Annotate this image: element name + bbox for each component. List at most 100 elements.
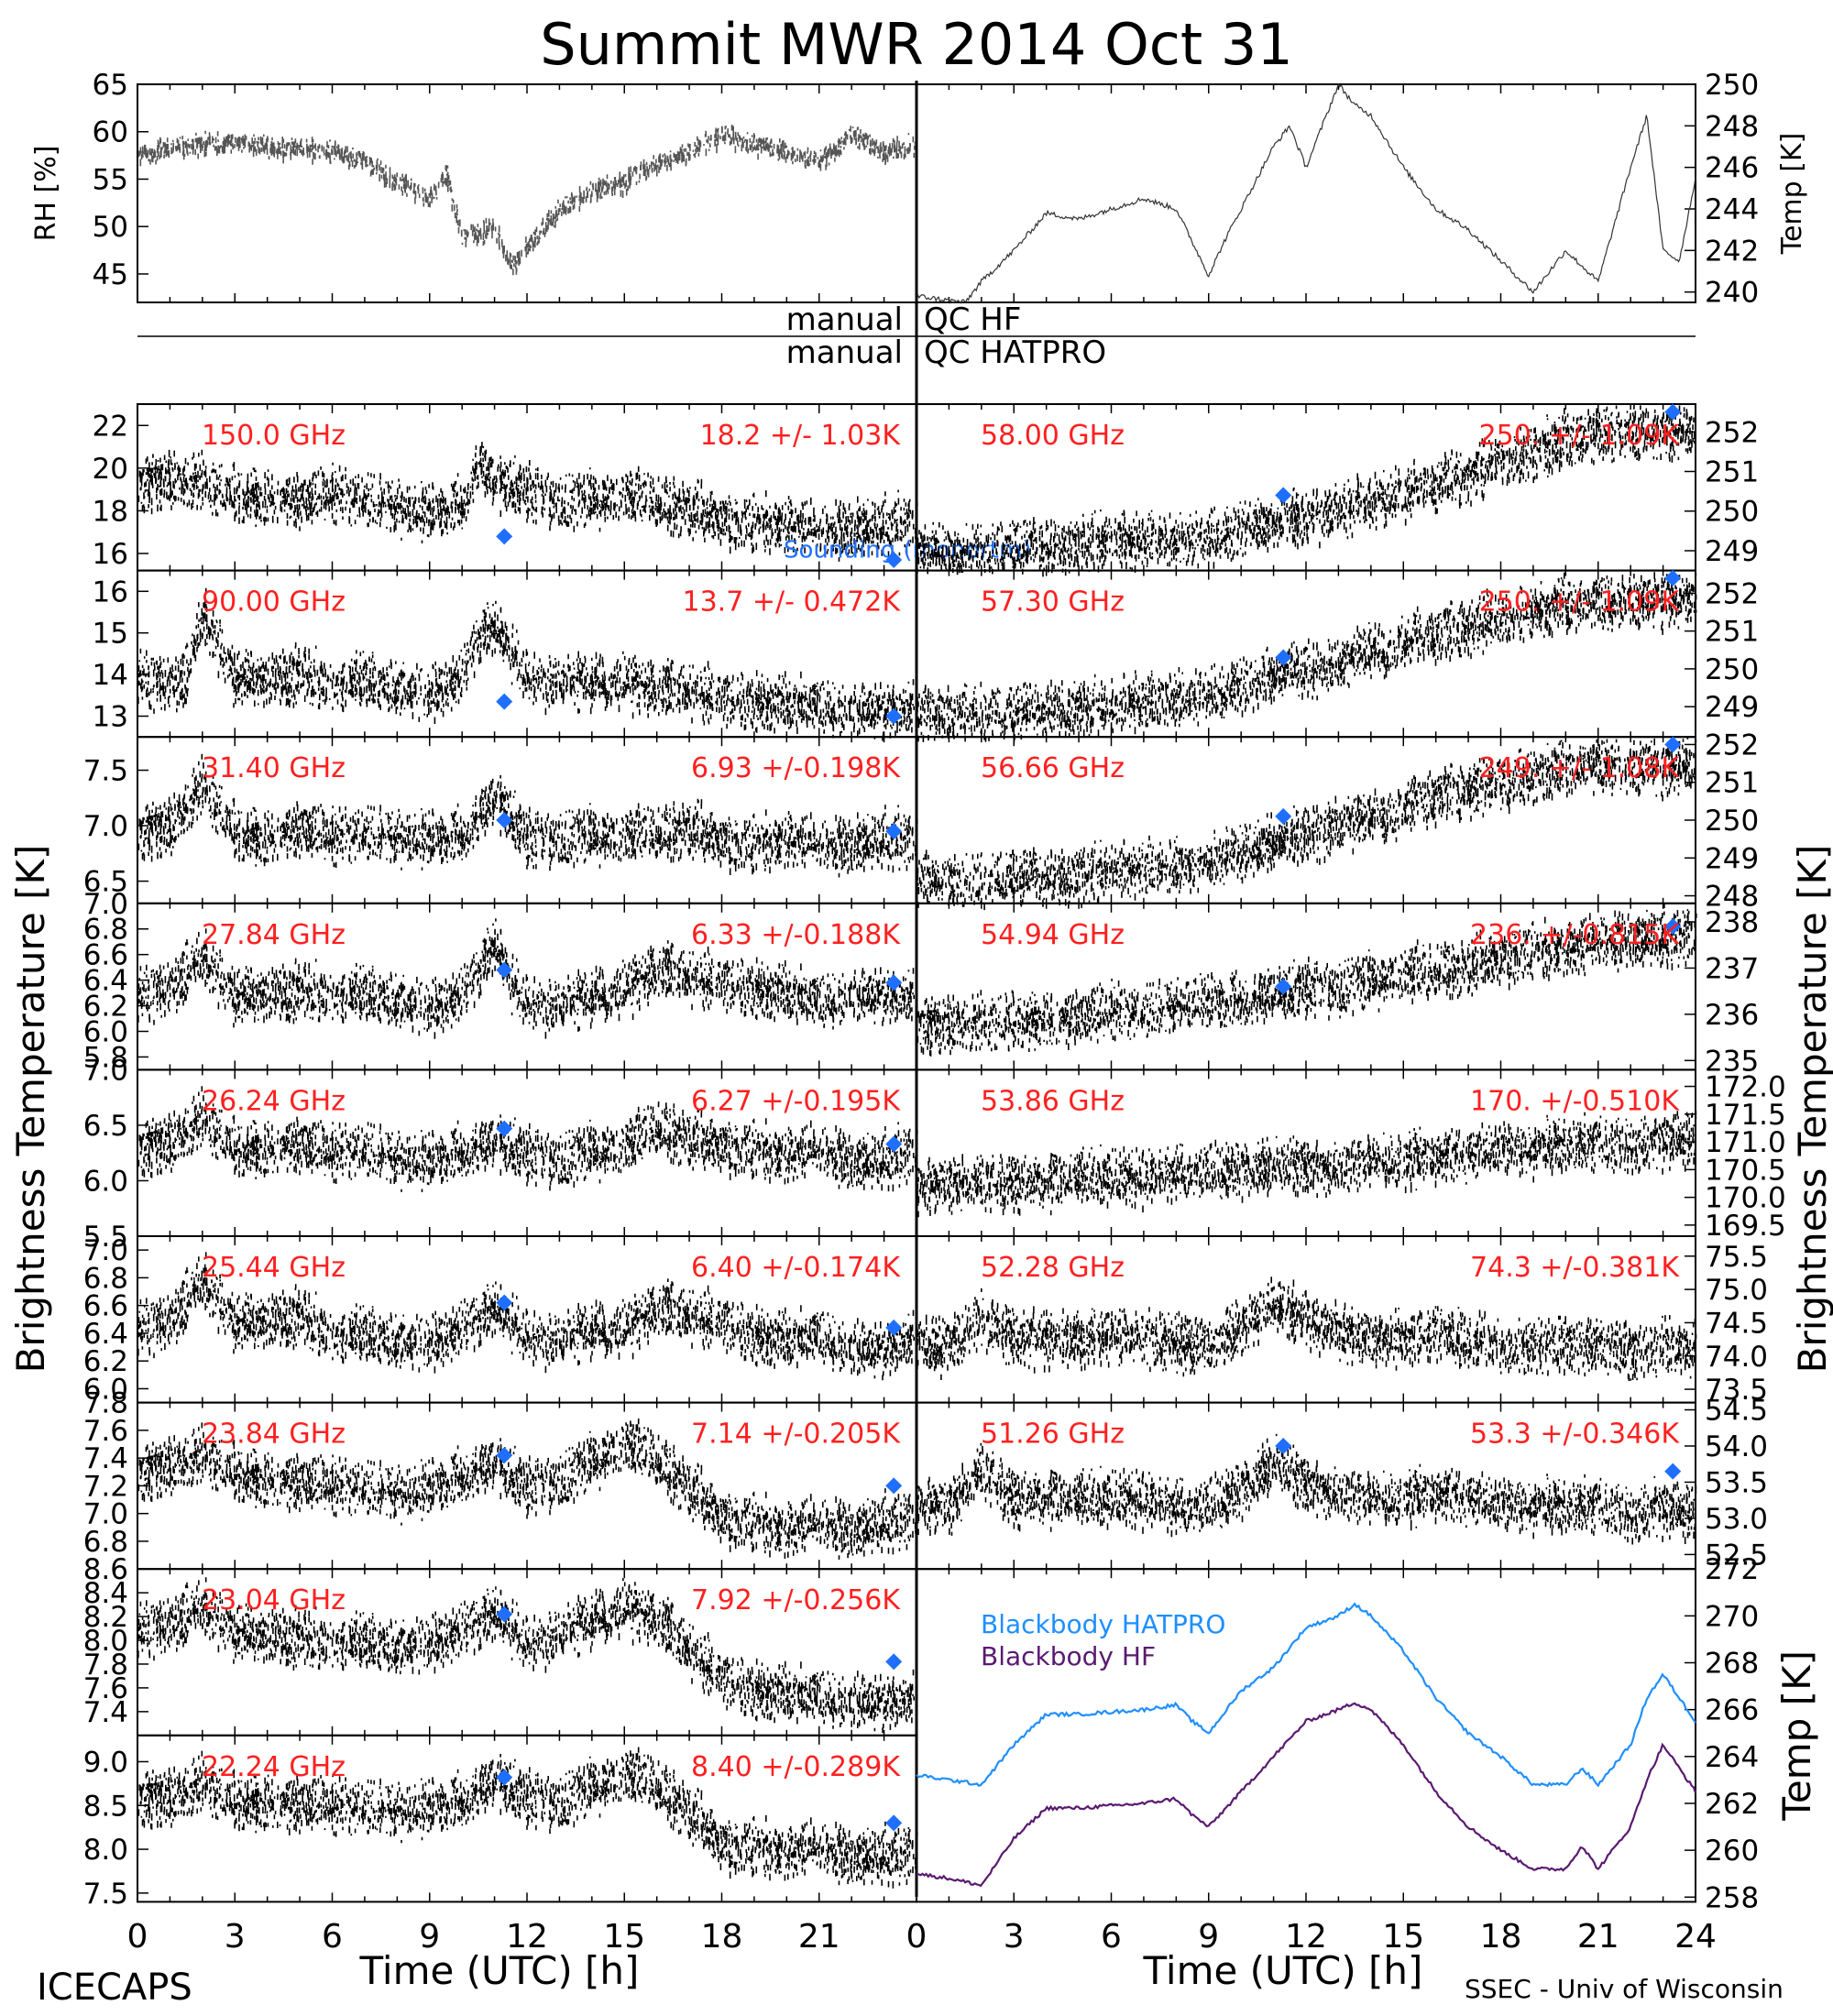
sounding-marker — [885, 1814, 903, 1832]
y-tick-label: 246 — [1705, 152, 1759, 185]
panel-ch2624: 5.5 6.0 6.5 7.0 26.24 GHz 6.27 +/-0.195K — [83, 1054, 918, 1254]
y-tick-label: 249 — [1705, 535, 1759, 568]
y-tick-label: 251 — [1705, 456, 1759, 489]
data-points — [137, 125, 917, 276]
sounding-marker — [885, 551, 903, 568]
blackbody-axis-label: Temp [K] — [1774, 1650, 1819, 1822]
panel-ch90: 13 14 15 16 90.00 GHz 13.7 +/- 0.472K — [93, 569, 918, 741]
freq-label: 22.24 GHz — [202, 1751, 346, 1783]
y-tick-label: 6.0 — [83, 1165, 128, 1198]
time-tick-label: 24 — [1674, 1918, 1717, 1956]
sounding-marker — [496, 1294, 513, 1311]
sounding-marker — [885, 1135, 903, 1153]
y-tick-label: 172.0 — [1705, 1071, 1786, 1104]
y-tick-label: 7.2 — [83, 1470, 128, 1503]
sounding-marker — [1275, 1437, 1292, 1454]
stat-label: 53.3 +/-0.346K — [1470, 1419, 1680, 1451]
y-tick-label: 266 — [1705, 1694, 1759, 1727]
sounding-marker — [1664, 918, 1682, 936]
panel-ch5228: 73.574.074.575.075.5 52.28 GHz 74.3 +/-0.3… — [916, 1235, 1768, 1407]
y-tick-label: 52.5 — [1705, 1539, 1768, 1572]
y-tick-label: 6.2 — [83, 1345, 128, 1378]
qc-strip: manual QC HF manual QC HATPRO — [137, 301, 1696, 371]
stat-label: 250. +/- 1.09K — [1479, 420, 1681, 452]
sounding-marker — [496, 1447, 513, 1464]
y-tick-label: 45 — [93, 258, 128, 291]
stat-label: 8.40 +/-0.289K — [691, 1751, 901, 1783]
sounding-marker — [1275, 487, 1292, 504]
y-tick-label: 22 — [93, 410, 128, 443]
y-tick-label: 248 — [1705, 881, 1759, 914]
freq-label: 31.40 GHz — [202, 752, 346, 784]
y-tick-label: 8.6 — [83, 1553, 128, 1586]
sounding-marker — [496, 528, 513, 545]
y-tick-label: 65 — [93, 69, 128, 102]
y-tick-label: 20 — [93, 453, 128, 486]
y-tick-label: 250 — [1705, 653, 1759, 686]
y-tick-label: 8.5 — [83, 1790, 128, 1823]
panel-rh: 45 50 55 60 65 RH [%] — [30, 69, 917, 303]
y-tick-label: 15 — [93, 618, 128, 651]
y-tick-label: 7.0 — [83, 1498, 128, 1531]
time-tick-label: 0 — [127, 1918, 148, 1956]
panel-ch2544: 6.06.26.46.66.87.0 25.44 GHz 6.40 +/-0.174… — [83, 1234, 918, 1406]
bottom-right-axis-title: Time (UTC) [h] — [1143, 1948, 1423, 1993]
y-tick-label: 7.6 — [83, 1415, 128, 1448]
time-tick-label: 18 — [1480, 1918, 1522, 1956]
time-tick-label: 3 — [225, 1918, 246, 1956]
y-tick-label: 248 — [1705, 110, 1759, 143]
panel-ch2784: 5.86.06.26.46.66.87.0 27.84 GHz 6.33 +/-0.… — [83, 888, 918, 1074]
y-tick-label: 250 — [1705, 805, 1759, 838]
freq-label: 52.28 GHz — [981, 1252, 1125, 1284]
y-tick-label: 237 — [1705, 952, 1759, 985]
y-tick-label: 6.6 — [83, 939, 128, 972]
freq-label: 56.66 GHz — [981, 752, 1125, 784]
y-tick-label: 236 — [1705, 999, 1759, 1032]
y-tick-label: 7.0 — [83, 1054, 128, 1087]
y-tick-label: 7.0 — [83, 888, 128, 921]
y-tick-label: 8.4 — [83, 1577, 128, 1610]
y-tick-label: 171.0 — [1705, 1126, 1786, 1159]
y-tick-label: 6.4 — [83, 965, 128, 998]
sounding-marker — [1275, 807, 1292, 825]
data-points — [137, 1086, 918, 1192]
time-tick-label: 6 — [322, 1918, 343, 1956]
time-tick-label: 12 — [1285, 1918, 1327, 1956]
sounding-marker — [496, 1605, 513, 1623]
stat-label: 6.33 +/-0.188K — [691, 919, 901, 951]
y-tick-label: 54.0 — [1705, 1430, 1768, 1463]
y-tick-label: 252 — [1705, 416, 1759, 449]
sounding-marker — [885, 1653, 903, 1671]
y-tick-label: 7.4 — [83, 1442, 128, 1475]
panel-ch5126: 52.553.0 53.554.054.5 51.26 GHz 53.3 +/-0.3… — [916, 1394, 1768, 1572]
y-tick-label: 251 — [1705, 767, 1759, 800]
y-tick-label: 8.2 — [83, 1601, 128, 1634]
left-axis-title: Brightness Temperature [K] — [8, 845, 53, 1374]
rh-axis-label: RH [%] — [30, 146, 62, 242]
freq-label: 51.26 GHz — [981, 1419, 1125, 1451]
bottom-left-axis-title: Time (UTC) [h] — [359, 1948, 640, 1993]
sounding-marker — [1664, 1463, 1682, 1480]
data-points — [916, 1276, 1697, 1382]
y-tick-label: 7.0 — [83, 1234, 128, 1267]
sounding-marker — [496, 812, 513, 828]
y-tick-label: 6.6 — [83, 1290, 128, 1323]
sounding-marker — [885, 823, 903, 840]
y-tick-label: 7.5 — [83, 755, 128, 788]
y-tick-label: 74.0 — [1705, 1341, 1768, 1374]
data-points — [137, 1747, 918, 1889]
qc-hf-label: QC HF — [924, 301, 1021, 338]
y-tick-label: 7.8 — [83, 1649, 128, 1682]
stat-label: 250. +/- 1.09K — [1479, 586, 1681, 619]
y-tick-label: 53.0 — [1705, 1503, 1768, 1536]
time-tick-label: 3 — [1004, 1918, 1025, 1956]
y-tick-label: 6.5 — [83, 1110, 128, 1143]
y-tick-label: 75.5 — [1705, 1241, 1768, 1274]
stat-label: 6.40 +/-0.174K — [691, 1252, 901, 1284]
panel-blackbody: 258 260 262 264 266 268 270 272 Temp [K] Blackbod… — [916, 1553, 1819, 1914]
y-tick-label: 235 — [1705, 1045, 1759, 1078]
y-tick-label: 55 — [93, 163, 128, 196]
